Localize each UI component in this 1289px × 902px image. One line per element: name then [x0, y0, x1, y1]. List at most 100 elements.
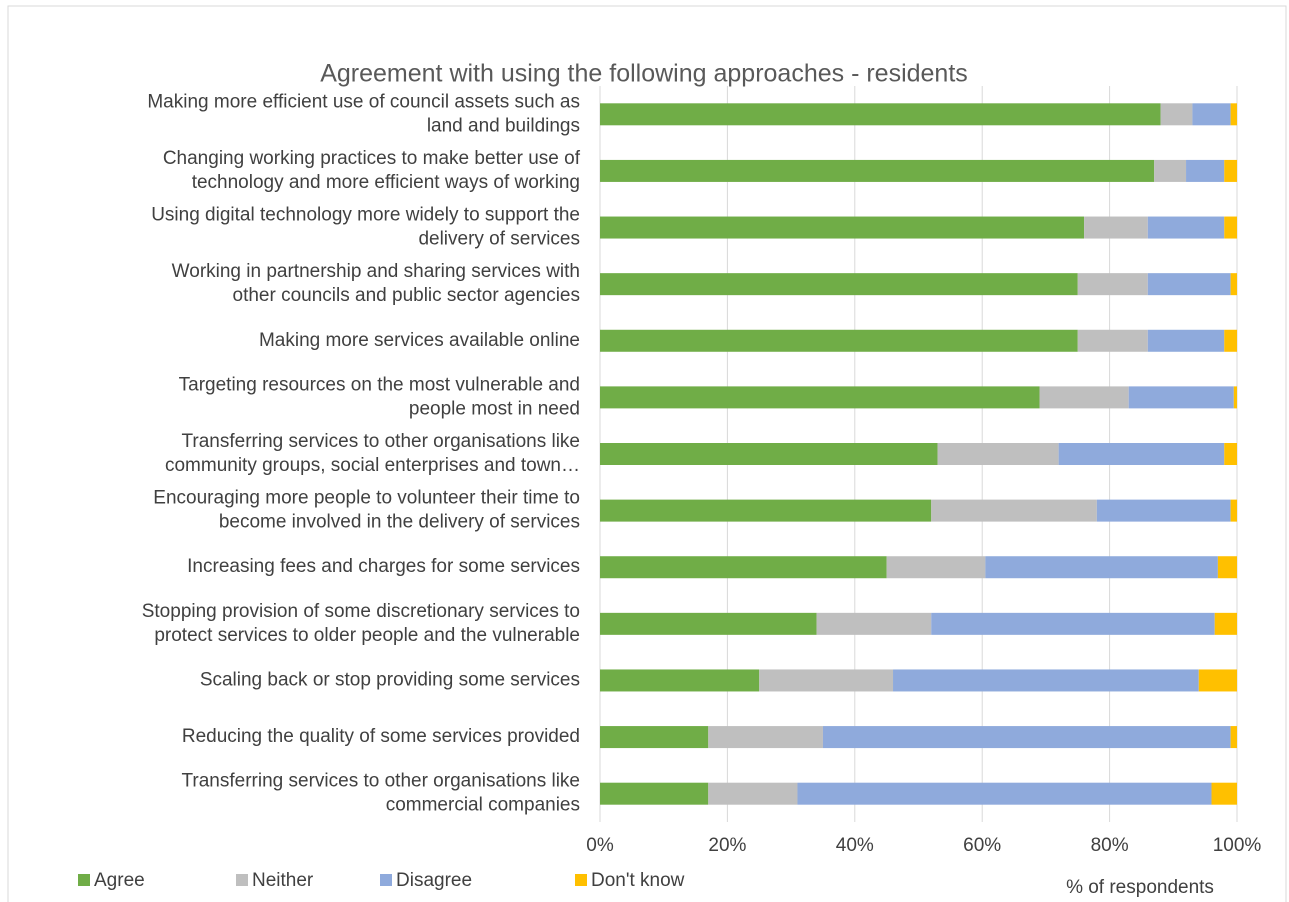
- bar-segment: [1128, 386, 1234, 409]
- legend-swatch: [575, 874, 587, 886]
- bar-segment: [931, 612, 1215, 635]
- bar-segment: [600, 782, 709, 805]
- bar-segment: [600, 216, 1085, 239]
- bar-segment: [1096, 499, 1231, 522]
- bar-segment: [600, 726, 709, 749]
- bar-segment: [600, 669, 760, 692]
- bar-segment: [1160, 103, 1193, 126]
- bar-segment: [1211, 782, 1237, 805]
- y-tick-label-line: technology and more efficient ways of wo…: [192, 172, 580, 193]
- bar-segment: [600, 329, 1078, 352]
- legend-label: Don't know: [591, 870, 685, 891]
- y-tick-label-line: Working in partnership and sharing servi…: [172, 261, 580, 282]
- x-tick-label: 60%: [963, 835, 1001, 856]
- y-tick-label-line: Scaling back or stop providing some serv…: [200, 669, 580, 690]
- bar-segment: [600, 556, 887, 579]
- bar-segment: [1186, 159, 1225, 182]
- y-tick-label: Scaling back or stop providing some serv…: [200, 669, 580, 690]
- legend-swatch: [380, 874, 392, 886]
- y-tick-label: Working in partnership and sharing servi…: [172, 261, 580, 306]
- x-tick-label: 100%: [1213, 835, 1262, 856]
- bar-segment: [1224, 159, 1237, 182]
- y-tick-label-line: other councils and public sector agencie…: [233, 285, 580, 306]
- x-tick-label: 20%: [708, 835, 746, 856]
- bar-segment: [1230, 499, 1237, 522]
- bar-segment: [1154, 159, 1187, 182]
- bar-segment: [600, 443, 938, 465]
- y-tick-label: Making more efficient use of council ass…: [147, 91, 580, 136]
- y-tick-label-line: Making more efficient use of council ass…: [147, 91, 580, 112]
- y-tick-label: Increasing fees and charges for some ser…: [187, 556, 580, 577]
- bar-segment: [931, 499, 1097, 522]
- y-tick-label: Reducing the quality of some services pr…: [182, 726, 580, 747]
- y-tick-label-line: protect services to older people and the…: [154, 625, 580, 646]
- bar-segment: [1217, 556, 1237, 579]
- y-tick-label: Changing working practices to make bette…: [163, 148, 581, 193]
- bar-segment: [600, 386, 1040, 409]
- y-tick-label-line: Using digital technology more widely to …: [151, 205, 580, 226]
- y-tick-label-line: Changing working practices to make bette…: [163, 148, 581, 169]
- legend-swatch: [236, 874, 248, 886]
- y-tick-label-line: people most in need: [409, 398, 580, 419]
- bar-segment: [1230, 273, 1237, 296]
- bar-segment: [600, 273, 1078, 296]
- y-tick-label: Transferring services to other organisat…: [165, 431, 580, 476]
- y-tick-label-line: Transferring services to other organisat…: [182, 431, 580, 452]
- bar-segment: [1192, 103, 1231, 126]
- legend-label: Disagree: [396, 870, 472, 891]
- y-tick-label: Using digital technology more widely to …: [151, 205, 580, 250]
- bar-segment: [600, 499, 932, 522]
- y-tick-label-line: Making more services available online: [259, 330, 580, 351]
- y-tick-label-line: Transferring services to other organisat…: [182, 771, 580, 792]
- x-axis-label: % of respondents: [1066, 877, 1214, 898]
- bar-segment: [1058, 443, 1225, 465]
- bar-segment: [708, 726, 823, 749]
- y-tick-label-line: land and buildings: [427, 115, 580, 136]
- bar-segment: [600, 612, 817, 635]
- bar-segment: [893, 669, 1199, 692]
- x-tick-label: 40%: [836, 835, 874, 856]
- bar-segment: [1039, 386, 1129, 409]
- chart-title: Agreement with using the following appro…: [320, 60, 968, 88]
- bar-segment: [1224, 443, 1237, 465]
- bar-segment: [1077, 273, 1148, 296]
- x-tick-label: 0%: [586, 835, 614, 856]
- bar-segment: [816, 612, 932, 635]
- y-tick-label: Making more services available online: [259, 330, 580, 351]
- bar-segment: [1214, 612, 1237, 635]
- y-tick-label-line: delivery of services: [418, 229, 580, 250]
- x-tick-label: 80%: [1091, 835, 1129, 856]
- y-tick-label-line: Reducing the quality of some services pr…: [182, 726, 580, 747]
- legend-swatch: [78, 874, 90, 886]
- y-tick-label: Stopping provision of some discretionary…: [142, 601, 580, 646]
- bar-segment: [1147, 273, 1231, 296]
- bar-segment: [759, 669, 894, 692]
- bar-segment: [600, 103, 1161, 126]
- bar-segment: [1224, 216, 1237, 239]
- bar-segment: [1224, 329, 1237, 352]
- bar-segment: [937, 443, 1059, 465]
- legend-label: Neither: [252, 870, 314, 891]
- bar-segment: [886, 556, 986, 579]
- bar-segment: [1233, 386, 1237, 409]
- legend-label: Agree: [94, 870, 145, 891]
- bar-segment: [1147, 216, 1225, 239]
- bar-segment: [1198, 669, 1237, 692]
- y-tick-label-line: Targeting resources on the most vulnerab…: [179, 374, 580, 395]
- bar-segment: [600, 159, 1155, 182]
- bar-segment: [1077, 329, 1148, 352]
- y-tick-label-line: commercial companies: [386, 795, 580, 816]
- bar-segment: [1230, 103, 1237, 126]
- y-tick-label: Targeting resources on the most vulnerab…: [179, 374, 580, 419]
- bar-segment: [708, 782, 798, 805]
- y-tick-label-line: community groups, social enterprises and…: [165, 455, 580, 476]
- bar-segment: [1147, 329, 1225, 352]
- bar-segment: [985, 556, 1218, 579]
- bar-segment: [822, 726, 1231, 749]
- y-tick-label-line: become involved in the delivery of servi…: [219, 512, 580, 533]
- bar-segment: [1084, 216, 1148, 239]
- bar-segment: [797, 782, 1212, 805]
- y-tick-label: Transferring services to other organisat…: [182, 771, 580, 816]
- y-tick-label-line: Encouraging more people to volunteer the…: [153, 488, 580, 509]
